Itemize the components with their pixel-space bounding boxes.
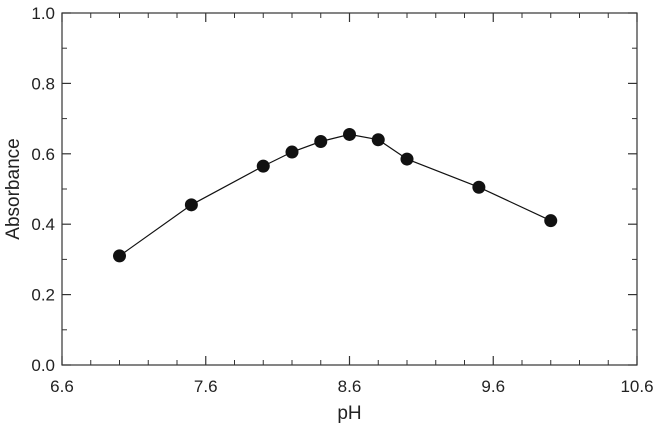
y-tick-label: 0.0 [31,356,55,375]
y-tick-label: 1.0 [31,4,55,23]
y-tick-labels: 0.0 0.2 0.4 0.6 0.8 1.0 [31,4,55,375]
series-line [119,133,552,257]
y-tick-label: 0.2 [31,286,55,305]
x-tick-label: 10.6 [620,377,653,396]
tick-marks [61,12,638,366]
data-point [544,214,558,228]
data-point [371,133,385,147]
x-tick-label: 8.6 [338,377,362,396]
data-series [113,127,558,263]
x-tick-label: 6.6 [50,377,74,396]
data-point [343,127,356,141]
data-point [314,134,328,148]
data-point [184,198,198,212]
y-tick-label: 0.6 [31,145,55,164]
data-point [256,159,270,173]
x-tick-labels: 6.6 7.6 8.6 9.6 10.6 [50,377,653,396]
data-point [285,145,299,159]
data-point [400,152,414,166]
y-tick-label: 0.8 [31,74,55,93]
plot-area-frame [61,12,638,366]
x-axis-title: pH [337,403,361,424]
y-axis-title: Absorbance [3,138,24,239]
data-point [472,180,486,194]
x-tick-label: 7.6 [194,377,218,396]
data-point [113,249,126,263]
x-tick-label: 9.6 [481,377,505,396]
y-tick-label: 0.4 [31,215,55,234]
